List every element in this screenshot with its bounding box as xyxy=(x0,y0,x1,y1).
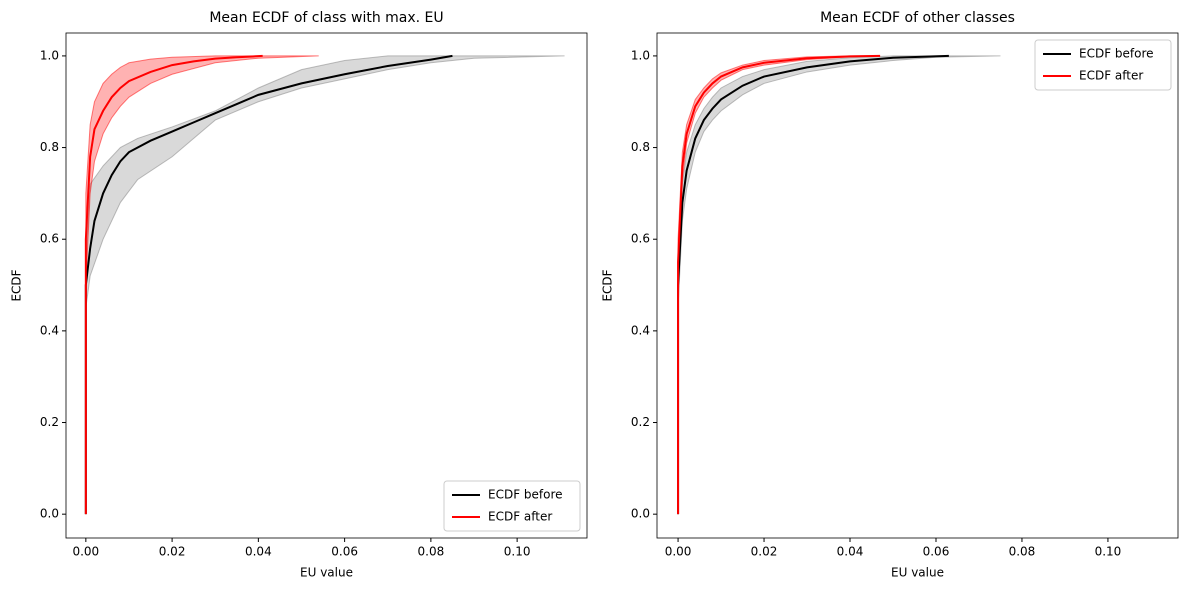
x-tick-label: 0.04 xyxy=(245,545,272,559)
chart-title: Mean ECDF of class with max. EU xyxy=(209,10,443,26)
y-tick-label: 0.0 xyxy=(40,507,59,521)
y-tick-label: 0.8 xyxy=(631,140,650,154)
y-axis-label: ECDF xyxy=(601,269,615,301)
line xyxy=(677,54,881,515)
chart-title: Mean ECDF of other classes xyxy=(820,10,1015,26)
legend: ECDF before ECDF after xyxy=(443,480,581,532)
x-tick-label: 0.06 xyxy=(923,545,950,559)
x-axis-label: EU value xyxy=(891,566,944,580)
line xyxy=(84,54,453,515)
legend-label: ECDF after xyxy=(488,510,552,524)
y-tick-label: 1.0 xyxy=(631,48,650,62)
y-tick-label: 0.8 xyxy=(40,140,59,154)
x-tick-label: 0.06 xyxy=(331,545,358,559)
axes-frame xyxy=(65,32,588,539)
legend-label: ECDF after xyxy=(1079,69,1143,83)
x-tick-label: 0.00 xyxy=(665,545,692,559)
band xyxy=(85,55,565,515)
y-tick-label: 0.2 xyxy=(631,415,650,429)
x-axis-label: EU value xyxy=(300,566,353,580)
plot-area xyxy=(657,33,1178,538)
y-tick-label: 0.6 xyxy=(40,232,59,246)
x-tick-label: 0.04 xyxy=(837,545,864,559)
y-tick-label: 0.2 xyxy=(40,415,59,429)
legend: ECDF before ECDF after xyxy=(1034,39,1172,91)
x-tick-label: 0.10 xyxy=(504,545,531,559)
legend-box xyxy=(443,480,581,532)
x-tick-label: 0.10 xyxy=(1095,545,1122,559)
y-tick-label: 0.4 xyxy=(40,323,59,337)
legend-label: ECDF before xyxy=(488,488,563,502)
legend-label: ECDF before xyxy=(1079,47,1154,61)
y-tick-label: 0.4 xyxy=(631,323,650,337)
plot-area xyxy=(66,33,587,538)
y-tick-label: 0.6 xyxy=(631,232,650,246)
x-tick-label: 0.08 xyxy=(418,545,445,559)
x-tick-label: 0.08 xyxy=(1009,545,1036,559)
y-tick-label: 0.0 xyxy=(631,507,650,521)
y-tick-label: 1.0 xyxy=(40,48,59,62)
band xyxy=(677,55,1001,515)
axes-frame xyxy=(656,32,1179,539)
line xyxy=(677,54,949,515)
x-tick-label: 0.02 xyxy=(751,545,778,559)
x-tick-label: 0.00 xyxy=(72,545,99,559)
line xyxy=(84,54,263,515)
x-tick-label: 0.02 xyxy=(159,545,186,559)
y-axis-label: ECDF xyxy=(10,269,24,301)
legend-box xyxy=(1034,39,1172,91)
